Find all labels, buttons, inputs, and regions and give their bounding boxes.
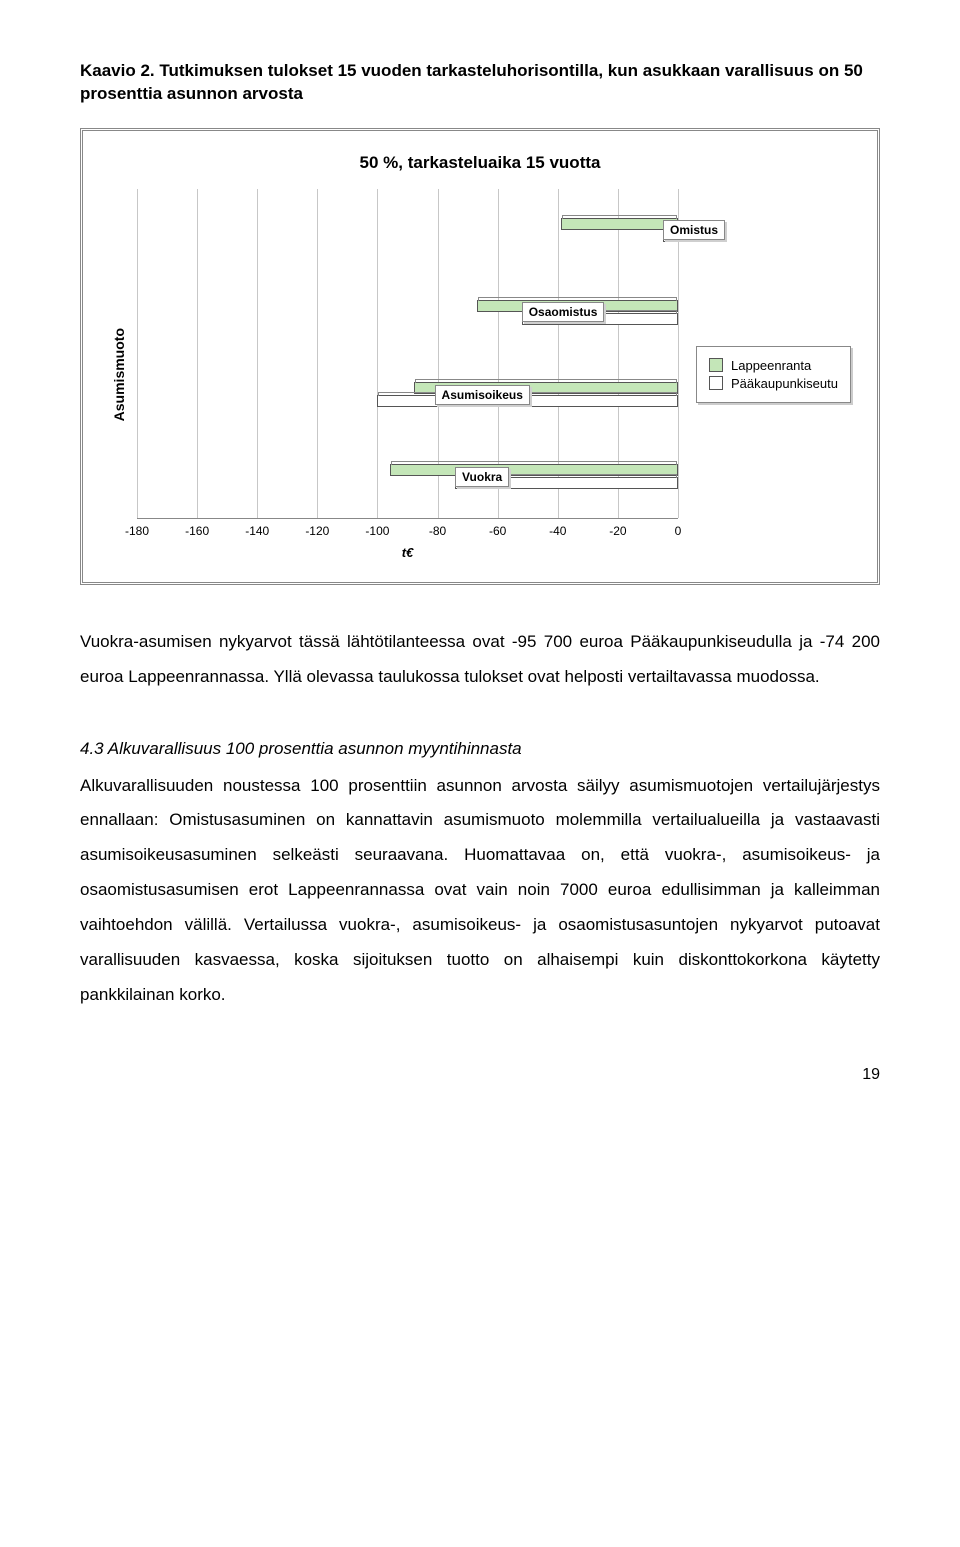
figure-caption: Kaavio 2. Tutkimuksen tulokset 15 vuoden… <box>80 60 880 106</box>
legend-item: Lappeenranta <box>709 358 838 373</box>
chart-gridline <box>137 189 138 518</box>
chart-frame: 50 %, tarkasteluaika 15 vuotta Asumismuo… <box>80 128 880 585</box>
chart-gridline <box>317 189 318 518</box>
x-tick-label: -160 <box>185 524 209 538</box>
legend-swatch <box>709 376 723 390</box>
section-heading: 4.3 Alkuvarallisuus 100 prosenttia asunn… <box>80 739 880 759</box>
x-tick-label: -100 <box>365 524 389 538</box>
legend-swatch <box>709 358 723 372</box>
chart-gridline <box>197 189 198 518</box>
page-number: 19 <box>80 1066 880 1084</box>
chart-plot-area: -180-160-140-120-100-80-60-40-200Omistus… <box>137 189 678 519</box>
category-label: Vuokra <box>455 467 509 487</box>
x-tick-label: -140 <box>245 524 269 538</box>
body-paragraph: Alkuvarallisuuden noustessa 100 prosentt… <box>80 769 880 1013</box>
legend-label: Pääkaupunkiseutu <box>731 376 838 391</box>
legend-item: Pääkaupunkiseutu <box>709 376 838 391</box>
x-axis-label: t€ <box>137 545 678 560</box>
chart-legend: Lappeenranta Pääkaupunkiseutu <box>696 346 851 403</box>
chart-gridline <box>377 189 378 518</box>
category-label: Osaomistus <box>522 302 605 322</box>
x-tick-label: -20 <box>609 524 626 538</box>
x-tick-label: -120 <box>305 524 329 538</box>
y-axis-label: Asumismuoto <box>109 328 129 421</box>
legend-label: Lappeenranta <box>731 358 811 373</box>
chart-title: 50 %, tarkasteluaika 15 vuotta <box>109 153 851 173</box>
category-label: Omistus <box>663 220 725 240</box>
x-tick-label: -40 <box>549 524 566 538</box>
x-tick-label: -60 <box>489 524 506 538</box>
x-tick-label: -180 <box>125 524 149 538</box>
category-label: Asumisoikeus <box>435 385 530 405</box>
x-tick-label: 0 <box>675 524 682 538</box>
body-paragraph: Vuokra-asumisen nykyarvot tässä lähtötil… <box>80 625 880 695</box>
chart-bar <box>561 218 678 230</box>
chart-gridline <box>257 189 258 518</box>
x-tick-label: -80 <box>429 524 446 538</box>
